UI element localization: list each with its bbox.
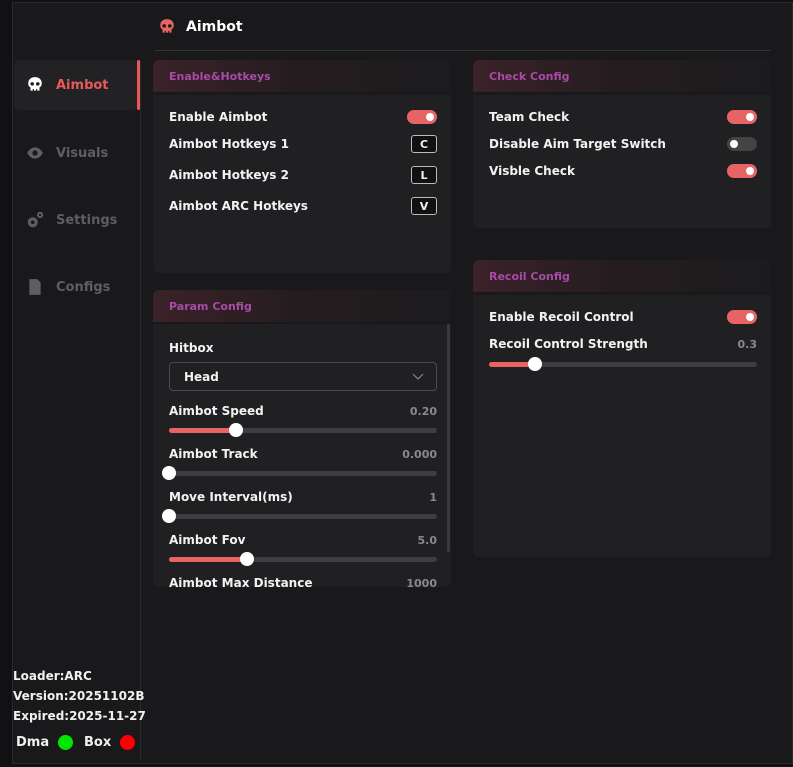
slider-thumb[interactable] xyxy=(239,552,254,566)
param-slider[interactable] xyxy=(169,552,437,566)
slider-value: 1000 xyxy=(406,576,437,588)
team-check-toggle[interactable] xyxy=(727,110,757,124)
slider-label: Aimbot Track xyxy=(169,447,258,461)
dma-label: Dma xyxy=(16,735,50,750)
slider-fill xyxy=(489,362,535,367)
slider-thumb[interactable] xyxy=(162,509,176,523)
slider-label: Aimbot Max Distance xyxy=(169,576,313,587)
expired-info: Expired:2025-11-27 xyxy=(13,709,146,723)
divider xyxy=(155,50,771,51)
disable-aim-target-switch-toggle[interactable] xyxy=(727,137,757,151)
sidebar-item-aimbot[interactable]: Aimbot xyxy=(14,60,140,110)
enable-aimbot-toggle[interactable] xyxy=(407,110,437,124)
hotkey-label: Aimbot ARC Hotkeys xyxy=(169,199,308,213)
enable-hotkeys-panel: Enable&Hotkeys Enable Aimbot Aimbot Hotk… xyxy=(153,60,451,273)
check-config-panel: Check Config Team Check Disable Aim Targ… xyxy=(473,60,771,228)
dma-status-dot xyxy=(57,735,73,750)
version-info: Version:20251102B xyxy=(13,689,145,703)
slider-label: Aimbot Fov xyxy=(169,533,246,547)
sidebar-item-label: Configs xyxy=(56,279,111,295)
slider-fill xyxy=(169,428,236,433)
recoil-strength-value: 0.3 xyxy=(737,337,758,351)
file-icon xyxy=(29,279,41,295)
slider-value: 5.0 xyxy=(417,533,438,547)
slider-row: Aimbot Track 0.000 xyxy=(169,447,437,461)
param-slider[interactable] xyxy=(162,509,437,523)
sidebar-item-configs[interactable]: Configs xyxy=(14,262,138,312)
hotkey-label: Aimbot Hotkeys 1 xyxy=(169,137,289,151)
loader-info: Loader:ARC xyxy=(13,669,92,683)
panel-title: Recoil Config xyxy=(473,260,771,292)
active-indicator xyxy=(137,60,140,110)
box-label: Box xyxy=(84,735,112,750)
panel-title: Param Config xyxy=(153,290,451,322)
hitbox-label: Hitbox xyxy=(169,341,214,355)
slider-value: 0.20 xyxy=(409,404,437,418)
disable-switch-label: Disable Aim Target Switch xyxy=(489,137,666,151)
recoil-config-panel: Recoil Config Enable Recoil Control Reco… xyxy=(473,260,771,557)
panel-title: Enable&Hotkeys xyxy=(153,60,451,92)
param-slider[interactable] xyxy=(162,466,437,480)
chevron-down-icon xyxy=(412,373,424,380)
visible-check-toggle[interactable] xyxy=(727,164,757,178)
sidebar-item-label: Visuals xyxy=(56,145,109,161)
slider-row: Move Interval(ms) 1 xyxy=(169,490,437,504)
gears-icon xyxy=(27,211,44,228)
slider-thumb[interactable] xyxy=(229,423,243,437)
param-config-panel: Param Config Hitbox Head Aimbot Speed 0.2… xyxy=(153,290,451,587)
sidebar-item-label: Settings xyxy=(56,212,118,228)
panel-title: Check Config xyxy=(473,60,771,92)
sidebar-divider xyxy=(140,60,141,760)
slider-row: Aimbot Fov 5.0 xyxy=(169,533,437,547)
param-slider[interactable] xyxy=(169,423,437,437)
dma-status: Dma xyxy=(16,735,73,750)
page-title: Aimbot xyxy=(186,19,243,35)
enable-aimbot-label: Enable Aimbot xyxy=(169,110,268,124)
recoil-strength-label: Recoil Control Strength xyxy=(489,337,648,351)
recoil-strength-slider[interactable] xyxy=(489,357,757,371)
team-check-label: Team Check xyxy=(489,110,570,124)
sidebar-item-settings[interactable]: Settings xyxy=(14,195,138,245)
arc-hotkey-button[interactable]: V xyxy=(411,197,437,215)
skull-icon xyxy=(160,19,174,33)
box-status-dot xyxy=(119,735,135,750)
sidebar-item-visuals[interactable]: Visuals xyxy=(14,128,138,178)
hitbox-select[interactable]: Head xyxy=(169,362,437,391)
enable-recoil-label: Enable Recoil Control xyxy=(489,310,634,324)
scrollbar[interactable] xyxy=(447,324,450,552)
hotkey-label: Aimbot Hotkeys 2 xyxy=(169,168,289,182)
enable-recoil-toggle[interactable] xyxy=(727,310,757,324)
slider-thumb[interactable] xyxy=(527,357,542,371)
slider-fill xyxy=(169,557,247,562)
slider-row: Aimbot Max Distance 1000 xyxy=(169,576,437,587)
skull-icon xyxy=(28,77,42,91)
slider-value: 0.000 xyxy=(402,447,437,461)
hotkey-2-button[interactable]: L xyxy=(411,166,437,184)
slider-row: Aimbot Speed 0.20 xyxy=(169,404,437,418)
sidebar-item-label: Aimbot xyxy=(56,77,109,93)
slider-value: 1 xyxy=(429,490,437,504)
slider-label: Aimbot Speed xyxy=(169,404,264,418)
hitbox-value: Head xyxy=(184,369,219,384)
hotkey-1-button[interactable]: C xyxy=(411,135,437,153)
slider-thumb[interactable] xyxy=(162,466,176,480)
visible-check-label: Visble Check xyxy=(489,164,575,178)
eye-icon xyxy=(27,147,43,159)
box-status: Box xyxy=(84,735,135,750)
slider-label: Move Interval(ms) xyxy=(169,490,293,504)
